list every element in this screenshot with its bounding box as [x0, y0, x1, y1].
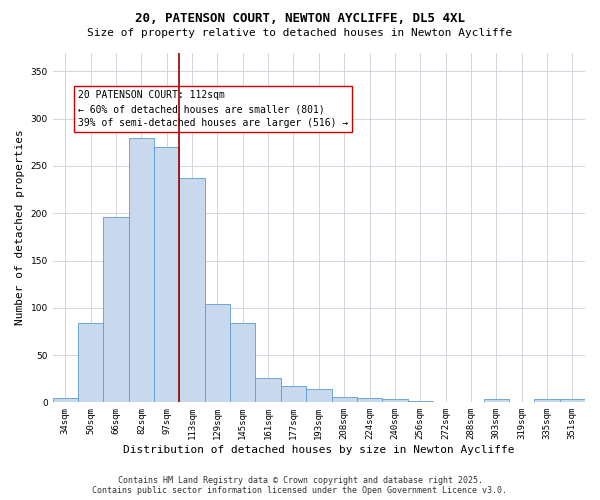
- Y-axis label: Number of detached properties: Number of detached properties: [15, 130, 25, 326]
- Text: Contains HM Land Registry data © Crown copyright and database right 2025.
Contai: Contains HM Land Registry data © Crown c…: [92, 476, 508, 495]
- Bar: [256, 378, 281, 402]
- Bar: [306, 389, 332, 402]
- Text: Size of property relative to detached houses in Newton Aycliffe: Size of property relative to detached ho…: [88, 28, 512, 38]
- Bar: [230, 323, 256, 402]
- Bar: [382, 400, 407, 402]
- Bar: [78, 323, 103, 402]
- Bar: [53, 398, 78, 402]
- Bar: [103, 217, 129, 402]
- Bar: [535, 400, 560, 402]
- Bar: [560, 400, 585, 402]
- Bar: [281, 386, 306, 402]
- Bar: [179, 178, 205, 402]
- Bar: [129, 138, 154, 402]
- Text: 20, PATENSON COURT, NEWTON AYCLIFFE, DL5 4XL: 20, PATENSON COURT, NEWTON AYCLIFFE, DL5…: [135, 12, 465, 26]
- X-axis label: Distribution of detached houses by size in Newton Aycliffe: Distribution of detached houses by size …: [123, 445, 515, 455]
- Bar: [154, 147, 179, 403]
- Bar: [332, 396, 357, 402]
- Bar: [205, 304, 230, 402]
- Text: 20 PATENSON COURT: 112sqm
← 60% of detached houses are smaller (801)
39% of semi: 20 PATENSON COURT: 112sqm ← 60% of detac…: [78, 90, 348, 128]
- Bar: [357, 398, 382, 402]
- Bar: [484, 400, 509, 402]
